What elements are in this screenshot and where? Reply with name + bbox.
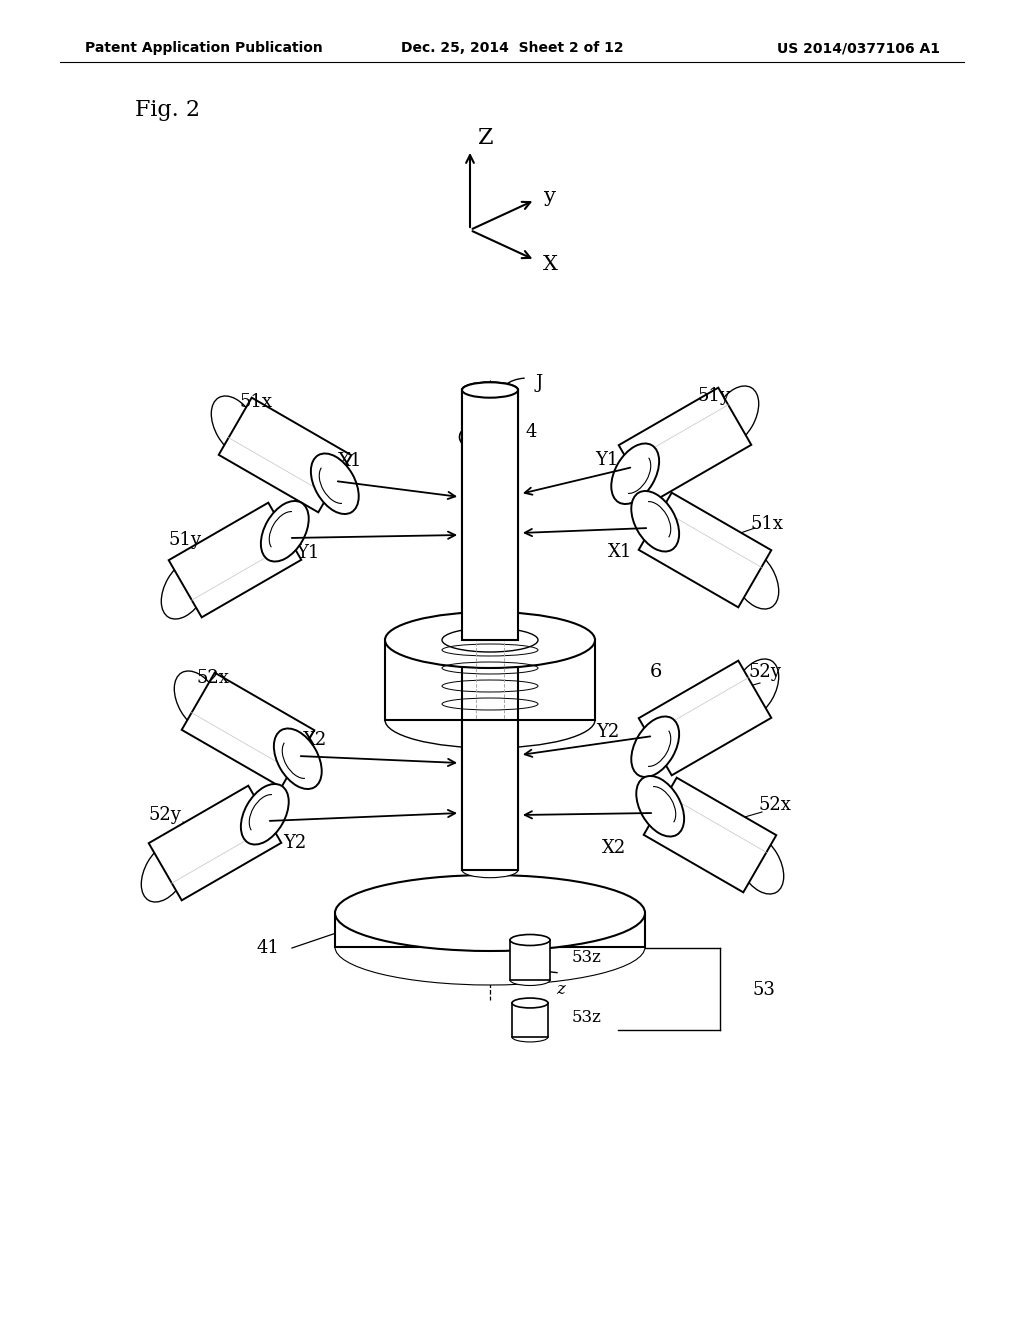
Text: 51y: 51y xyxy=(697,387,730,405)
Text: Y1: Y1 xyxy=(296,544,319,562)
Ellipse shape xyxy=(273,729,322,789)
Ellipse shape xyxy=(335,909,645,985)
Ellipse shape xyxy=(174,671,222,731)
Text: 53z: 53z xyxy=(572,949,602,966)
Text: 4: 4 xyxy=(525,422,537,441)
Text: Y2: Y2 xyxy=(284,834,306,851)
Polygon shape xyxy=(148,785,282,900)
Text: Z: Z xyxy=(478,127,494,149)
Ellipse shape xyxy=(510,935,550,945)
Text: 6: 6 xyxy=(650,663,663,681)
Text: 52y: 52y xyxy=(148,807,181,824)
Ellipse shape xyxy=(241,784,289,845)
Text: J: J xyxy=(535,374,543,392)
Text: Y2: Y2 xyxy=(596,723,620,741)
Polygon shape xyxy=(639,492,771,607)
Ellipse shape xyxy=(636,776,684,837)
Polygon shape xyxy=(219,397,351,512)
Text: y: y xyxy=(544,187,556,206)
Text: Fig. 2: Fig. 2 xyxy=(135,99,200,121)
Ellipse shape xyxy=(611,444,659,504)
Ellipse shape xyxy=(311,454,358,513)
Text: X1: X1 xyxy=(608,543,632,561)
Text: US 2014/0377106 A1: US 2014/0377106 A1 xyxy=(777,41,940,55)
Text: Dec. 25, 2014  Sheet 2 of 12: Dec. 25, 2014 Sheet 2 of 12 xyxy=(400,41,624,55)
Ellipse shape xyxy=(512,1032,548,1041)
Text: 52y: 52y xyxy=(748,663,781,681)
Ellipse shape xyxy=(731,659,778,719)
Text: 53: 53 xyxy=(752,981,775,999)
Text: z: z xyxy=(556,981,565,998)
Ellipse shape xyxy=(385,692,595,748)
Ellipse shape xyxy=(711,385,759,446)
Ellipse shape xyxy=(631,491,679,552)
Ellipse shape xyxy=(162,558,209,619)
Text: 53z: 53z xyxy=(572,1010,602,1027)
Polygon shape xyxy=(618,388,752,503)
Polygon shape xyxy=(462,389,518,640)
Ellipse shape xyxy=(385,612,595,668)
Polygon shape xyxy=(335,913,645,946)
Polygon shape xyxy=(512,1003,548,1038)
Text: Patent Application Publication: Patent Application Publication xyxy=(85,41,323,55)
Text: 52x: 52x xyxy=(758,796,791,814)
Polygon shape xyxy=(644,777,776,892)
Text: 41: 41 xyxy=(257,939,280,957)
Ellipse shape xyxy=(462,862,518,878)
Ellipse shape xyxy=(141,841,189,902)
Polygon shape xyxy=(462,719,518,870)
Text: X2: X2 xyxy=(303,731,327,748)
Text: 52x: 52x xyxy=(197,669,229,686)
Ellipse shape xyxy=(211,396,259,457)
Text: 51x: 51x xyxy=(750,515,783,533)
Polygon shape xyxy=(385,640,595,719)
Ellipse shape xyxy=(731,549,778,609)
Polygon shape xyxy=(462,389,518,870)
Text: Y1: Y1 xyxy=(595,451,618,469)
Polygon shape xyxy=(181,673,314,787)
Text: 51y: 51y xyxy=(169,531,202,549)
Polygon shape xyxy=(510,940,550,979)
Polygon shape xyxy=(169,503,301,618)
Ellipse shape xyxy=(462,383,518,397)
Ellipse shape xyxy=(631,717,679,777)
Ellipse shape xyxy=(736,833,783,894)
Text: X: X xyxy=(543,256,557,275)
Ellipse shape xyxy=(512,998,548,1008)
Ellipse shape xyxy=(335,875,645,950)
Polygon shape xyxy=(639,661,771,775)
Text: X1: X1 xyxy=(338,451,362,470)
Text: X2: X2 xyxy=(602,840,626,857)
Text: 51x: 51x xyxy=(240,393,272,411)
Ellipse shape xyxy=(261,502,308,561)
Ellipse shape xyxy=(462,383,518,397)
Ellipse shape xyxy=(510,974,550,986)
